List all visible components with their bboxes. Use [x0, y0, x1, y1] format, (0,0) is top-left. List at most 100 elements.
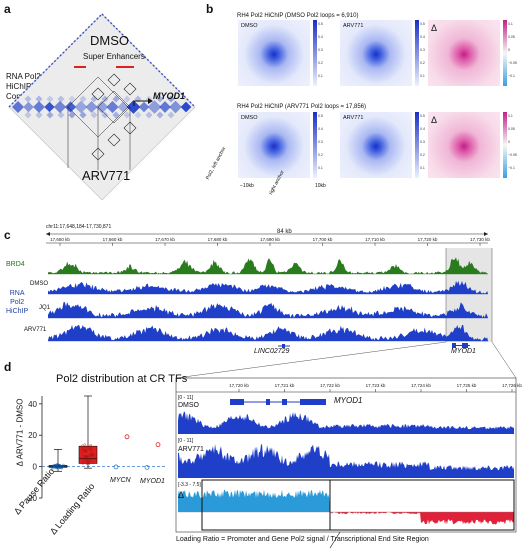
contact-cell: [156, 111, 164, 119]
zoom-track-dmso: [178, 411, 514, 434]
contact-cell: [12, 101, 24, 113]
outlier-myod1-loading: [155, 442, 161, 448]
panel-b-row2-title: RH4 Pol2 HiChIP (ARV771 Pol2 loops = 17,…: [237, 104, 367, 110]
apa-map-delta-row1: Δ: [428, 20, 500, 86]
contact-cell: [53, 100, 67, 114]
box-point: [85, 450, 88, 453]
ruler-tick-label: 17,690 kb: [260, 237, 280, 242]
apa-colorbar-tick: 0.1: [508, 114, 513, 118]
zoom-label-delta: Δ: [178, 490, 185, 500]
zoom-gene-exon: [300, 399, 326, 405]
apa-colorbar-tick: 0.5: [318, 114, 323, 118]
zoom-label-dmso: DMSO: [178, 402, 199, 409]
contact-cell: [90, 111, 98, 119]
apa-colorbar-tick: 0.05: [508, 127, 515, 131]
y-tick-label: -20: [25, 494, 37, 503]
apa-colorbar-tick: 0.5: [318, 22, 323, 26]
ruler-tick-label: 17,720 kb: [418, 237, 438, 242]
scale-arrow-left: [46, 232, 50, 236]
outlier-mycn-pause: [113, 464, 119, 470]
track-arv771: [48, 325, 488, 341]
locus-label: chr11:17,648,184-17,730,871: [46, 224, 112, 230]
panel-d-title: Pol2 distribution at CR TFs: [56, 373, 188, 385]
contact-cell: [35, 95, 43, 103]
box-point: [85, 459, 88, 462]
contact-cell: [74, 100, 88, 114]
contact-cell: [68, 95, 76, 103]
box-point: [82, 454, 85, 457]
scale-arrow-right: [484, 232, 488, 236]
box-point: [61, 465, 64, 468]
apa-colorbar: [313, 112, 317, 178]
box-point: [82, 460, 85, 463]
contact-cell: [57, 111, 65, 119]
contact-cell: [159, 101, 171, 113]
contact-cell: [112, 111, 120, 119]
zoom-ruler-label: 17,722 kb: [320, 383, 340, 388]
box-point: [85, 455, 88, 458]
ruler-tick-label: 17,710 kb: [365, 237, 385, 242]
footer-connector: [329, 531, 341, 549]
contact-cell: [138, 101, 150, 113]
zoom-gene-exon: [230, 399, 244, 405]
contact-cell: [101, 95, 109, 103]
apa-axis-left-label: −10kb: [240, 183, 254, 189]
gene-myod1-exon: [462, 343, 468, 348]
panel-b-row1-title: RH4 Pol2 HiChIP (DMSO Pol2 loops = 6,910…: [237, 13, 359, 19]
apa-colorbar-tick: 0.3: [318, 140, 323, 144]
zoom-ruler-label: 17,720 kb: [229, 383, 249, 388]
box-point: [88, 454, 91, 457]
box-point: [88, 462, 91, 465]
tes-region-box: [329, 479, 515, 531]
panel-a-gene-label: MYOD1: [153, 91, 186, 101]
track-dmso: [48, 280, 488, 294]
apa-colorbar: [503, 20, 507, 86]
zoom-frame: [175, 377, 517, 533]
apa-colorbar-tick: 0.3: [420, 140, 425, 144]
zoom-delta-positive: [178, 489, 330, 512]
box-point: [81, 446, 84, 449]
panel-a-top-condition: DMSO: [90, 33, 129, 48]
contact-cell: [24, 95, 32, 103]
apa-colorbar-tick: −0.05: [508, 61, 517, 65]
apa-map-label: Δ: [431, 115, 438, 125]
zoom-range-arv771: [0 - 11]: [178, 438, 194, 444]
zoom-ruler-label: 17,725 kb: [457, 383, 477, 388]
zoom-gene-exon: [282, 399, 287, 405]
gene-label-linc02729: LINC02729: [254, 348, 290, 355]
zoom-ruler-label: 17,724 kb: [411, 383, 431, 388]
apa-colorbar: [313, 20, 317, 86]
zoom-range-delta: [-3.3 - 7.5]: [178, 482, 201, 488]
apa-colorbar-tick: 0.2: [318, 153, 323, 157]
apa-map-dmso-row2: DMSO: [238, 112, 310, 178]
panel-b-letter: b: [206, 2, 214, 16]
apa-colorbar-tick: 0.4: [318, 35, 323, 39]
box-point: [88, 445, 91, 448]
box-point: [89, 444, 92, 447]
contact-cell: [35, 111, 43, 119]
contact-cell: [123, 95, 131, 103]
panel-c-letter: c: [4, 228, 11, 242]
contact-cell: [46, 95, 54, 103]
track-jq1: [48, 302, 488, 318]
zoom-ruler-label: 17,723 kb: [366, 383, 386, 388]
loading-ratio-footer: Loading Ratio = Promoter and Gene Pol2 s…: [176, 536, 429, 543]
contact-cell: [101, 111, 109, 119]
apa-map-delta-row2: Δ: [428, 112, 500, 178]
panel-d-letter: d: [4, 360, 12, 374]
box-point: [90, 449, 93, 452]
contact-cell: [44, 101, 55, 113]
contact-cell: [147, 100, 162, 114]
apa-map-label: DMSO: [241, 23, 258, 29]
box-point: [87, 458, 90, 461]
apa-map-dmso-row1: DMSO: [238, 20, 310, 86]
zoom-connector-left: [175, 341, 447, 379]
apa-colorbar-tick: 0: [508, 48, 510, 52]
apa-colorbar-tick: 0.2: [420, 153, 425, 157]
gene-label-myod1-main: MYOD1: [451, 348, 476, 355]
zoom-gene-myod1: MYOD1: [334, 396, 363, 405]
panel-a-ylabel-line2: HiChIP: [6, 82, 32, 91]
box-point: [83, 443, 86, 446]
y-tick-label: 20: [28, 431, 37, 440]
